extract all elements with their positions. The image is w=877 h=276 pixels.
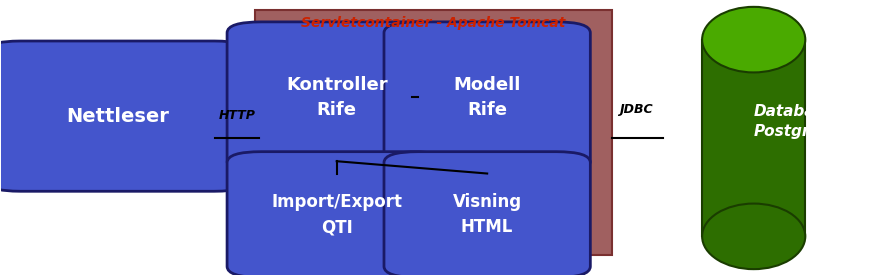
- Text: Import/Export
QTI: Import/Export QTI: [271, 193, 402, 236]
- Text: Visning
HTML: Visning HTML: [452, 193, 521, 236]
- FancyBboxPatch shape: [227, 152, 446, 276]
- Text: JDBC: JDBC: [618, 103, 652, 116]
- FancyBboxPatch shape: [254, 10, 611, 256]
- Text: Kontroller
Rife: Kontroller Rife: [286, 76, 387, 118]
- Text: Modell
Rife: Modell Rife: [453, 76, 520, 118]
- Text: HTTP: HTTP: [218, 109, 255, 122]
- FancyBboxPatch shape: [383, 152, 589, 276]
- Polygon shape: [702, 40, 804, 236]
- Text: Servletcontainer - Apache Tomcat: Servletcontainer - Apache Tomcat: [301, 16, 565, 30]
- Text: Nettleser: Nettleser: [66, 107, 168, 126]
- Text: Database
PostgreSQL: Database PostgreSQL: [752, 104, 853, 139]
- FancyBboxPatch shape: [0, 41, 248, 191]
- FancyBboxPatch shape: [227, 22, 446, 172]
- FancyBboxPatch shape: [383, 22, 589, 172]
- Ellipse shape: [702, 204, 804, 269]
- Ellipse shape: [702, 7, 804, 72]
